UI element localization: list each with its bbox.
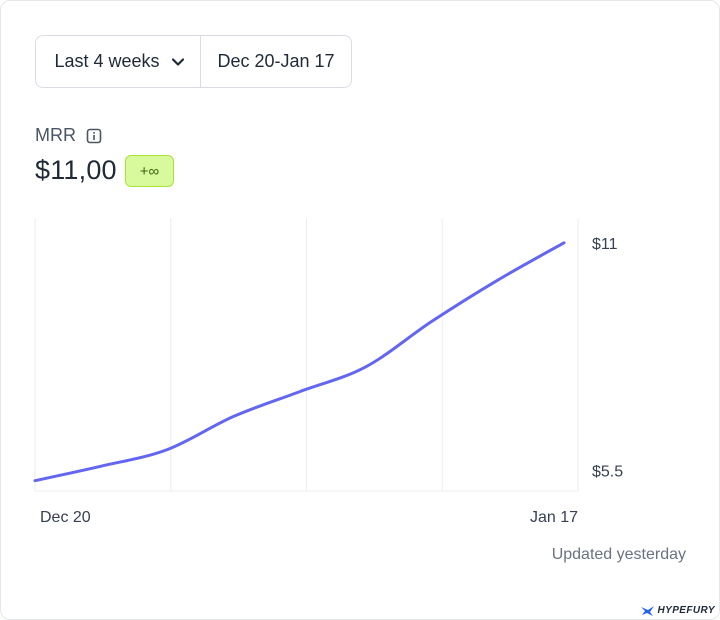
updated-timestamp: Updated yesterday xyxy=(551,546,686,563)
brand-logo-icon xyxy=(640,605,654,616)
metric-name: MRR xyxy=(35,125,76,145)
y-tick-label: $11 xyxy=(592,236,618,253)
info-icon[interactable] xyxy=(86,128,102,144)
date-range-picker: Last 4 weeks Dec 20-Jan 17 xyxy=(35,35,352,88)
brand-name: HYPEFURY xyxy=(657,605,715,616)
date-range-label: Dec 20-Jan 17 xyxy=(217,51,335,71)
x-tick-label: Jan 17 xyxy=(530,509,578,526)
metric-label: MRR xyxy=(35,125,102,146)
chart-grid xyxy=(34,218,579,492)
y-axis-ticks: $11 $5.5 xyxy=(592,236,623,481)
period-dropdown-label: Last 4 weeks xyxy=(54,51,160,71)
metric-value: $11,00 xyxy=(35,155,117,185)
change-badge: +∞ xyxy=(125,155,174,187)
mrr-line-chart: $11 $5.5 Dec 20 Jan 17 xyxy=(33,218,623,526)
brand-watermark: HYPEFURY xyxy=(640,605,715,616)
x-tick-label: Dec 20 xyxy=(40,509,91,526)
date-range-button[interactable]: Dec 20-Jan 17 xyxy=(201,36,351,87)
chevron-down-icon xyxy=(171,57,184,66)
mrr-series-line xyxy=(33,241,566,483)
y-tick-label: $5.5 xyxy=(592,463,623,480)
period-dropdown[interactable]: Last 4 weeks xyxy=(36,36,201,87)
x-axis-ticks: Dec 20 Jan 17 xyxy=(40,509,578,526)
